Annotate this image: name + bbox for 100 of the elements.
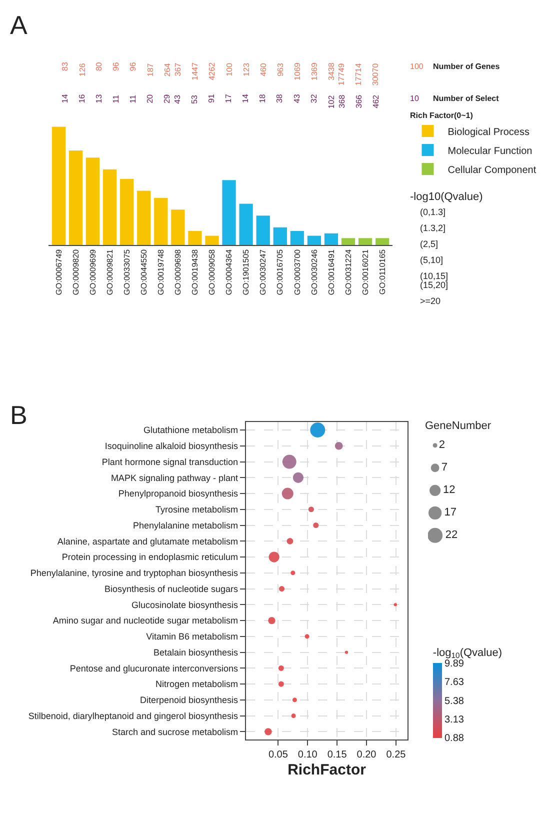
text: Rich Factor(0~1) — [410, 111, 474, 120]
x-tick-label: GO:0033075 — [122, 248, 132, 296]
text: 4262 — [208, 62, 217, 80]
text: 17714 — [354, 62, 364, 86]
x-tick-label: GO:1901505 — [242, 248, 251, 296]
text: 17 — [224, 94, 234, 103]
y-tick-label: Tyrosine metabolism — [155, 504, 238, 515]
legend-label: 22 — [445, 529, 458, 542]
x-axis-title: RichFactor — [288, 762, 366, 779]
bar — [102, 169, 117, 246]
text: 13 — [94, 94, 104, 104]
text: 14 — [241, 94, 250, 103]
text: 187 — [146, 62, 156, 77]
bar — [68, 150, 83, 246]
text: 53 — [190, 94, 200, 104]
text: 18 — [258, 94, 268, 104]
text: 100 — [410, 62, 424, 71]
text: 10 — [410, 94, 420, 103]
text: 80 — [94, 62, 104, 72]
x-tick-label: GO:0019438 — [190, 248, 200, 296]
y-tick-label: MAPK signaling pathway - plant — [110, 472, 239, 483]
text: 96 — [128, 62, 138, 72]
y-tick-label: Amino sugar and nucleotide sugar metabolism — [52, 616, 238, 626]
color-bar-label: 9.89 — [444, 658, 464, 670]
x-tick-label: GO:0019748 — [156, 248, 166, 296]
x-tick-label: GO:0016705 — [276, 248, 285, 296]
text: 367 — [174, 62, 183, 76]
text: (0,1.3] — [420, 207, 446, 217]
text: -log10(Qvalue) — [410, 191, 483, 203]
text: 123 — [242, 62, 251, 76]
bar — [222, 180, 236, 246]
x-tick-label: GO:0009821 — [105, 248, 114, 296]
legend-label: 7 — [441, 462, 448, 474]
y-tick-label: Pentose and glucuronate interconversions — [70, 663, 239, 674]
text: 20 — [145, 94, 154, 104]
text: Number of Genes — [433, 62, 500, 71]
text: (1.3,2] — [420, 223, 446, 233]
text: 43 — [292, 94, 302, 104]
text: 3438 — [326, 62, 336, 80]
text: 126 — [78, 62, 87, 76]
text: 1447 — [190, 62, 200, 80]
x-tick-label: 0.05 — [268, 750, 288, 761]
y-tick-label: Stilbenoid, diarylheptanoid and gingerol biosynthesis — [28, 710, 239, 721]
text: 1369 — [310, 62, 319, 80]
y-tick-label: Phenylalanine, tyrosine and tryptophan biosynthesis — [30, 568, 239, 578]
color-bar-label: 7.63 — [444, 677, 464, 688]
y-tick-label: Glucosinolate biosynthesis — [131, 600, 239, 610]
color-bar-label: 5.38 — [444, 696, 464, 707]
text: 102 — [326, 94, 336, 109]
bar — [137, 190, 151, 246]
text: 963 — [276, 62, 285, 76]
text: 32 — [309, 94, 318, 104]
text: 29 — [162, 94, 172, 104]
color-bar-label: 3.13 — [444, 714, 464, 726]
color-bar-label: 0.88 — [444, 733, 464, 744]
y-tick-label: Plant hormone signal transduction — [102, 456, 238, 467]
bar — [120, 178, 134, 246]
x-tick-label: 0.25 — [386, 750, 406, 761]
x-tick-label: GO:0016021 — [360, 248, 370, 296]
y-tick-label: Betalain biosynthesis — [153, 647, 239, 658]
text: 38 — [275, 94, 284, 104]
legend-label: 17 — [444, 506, 457, 519]
x-tick-label: GO:0009820 — [71, 248, 80, 296]
x-tick-label: GO:0009699 — [88, 248, 98, 296]
bar — [341, 238, 356, 246]
text: (15,20] — [420, 280, 448, 290]
text: (5,10] — [420, 255, 444, 265]
text: 30070 — [371, 62, 380, 86]
y-tick-label: Diterpenoid biosynthesis — [140, 695, 239, 706]
x-tick-label: GO:0009058 — [208, 248, 217, 296]
bar — [154, 198, 168, 246]
y-tick-label: Phenylalanine metabolism — [132, 520, 238, 530]
x-tick-label: 0.20 — [356, 750, 377, 761]
legend-label: 2 — [438, 439, 446, 452]
y-tick-label: Protein processing in endoplasmic reticulum — [62, 552, 238, 562]
text: 43 — [173, 94, 182, 104]
y-tick-label: Alanine, aspartate and glutamate metabolism — [57, 536, 238, 546]
legend-label: Molecular Function — [448, 146, 532, 157]
text: 14 — [60, 94, 70, 104]
bar — [188, 230, 202, 246]
text: 264 — [163, 62, 172, 77]
x-tick-label: GO:0110165 — [378, 248, 387, 295]
text: 96 — [112, 62, 121, 72]
bar — [358, 238, 372, 246]
color-bar-title: -log$_{10}$(Qvalue) — [432, 646, 502, 660]
y-tick-label: Biosynthesis of nucleotide sugars — [104, 584, 239, 594]
x-tick-label: GO:0044550 — [139, 248, 148, 296]
legend-label: 12 — [442, 484, 456, 496]
text: 460 — [258, 62, 268, 76]
x-tick-label: GO:0009698 — [174, 248, 183, 296]
text: (2,5] — [420, 239, 438, 249]
chart-title: A — [10, 10, 28, 40]
text: 100 — [224, 62, 234, 76]
y-tick-label: Vitamin B6 metabolism — [146, 632, 238, 642]
bar — [307, 236, 322, 246]
x-tick-label: GO:0030246 — [310, 248, 319, 296]
y-tick-label: Phenylpropanoid biosynthesis — [118, 488, 239, 499]
text: Number of Select — [433, 94, 500, 103]
x-tick-label: GO:0030247 — [258, 248, 268, 296]
bar — [324, 233, 338, 246]
